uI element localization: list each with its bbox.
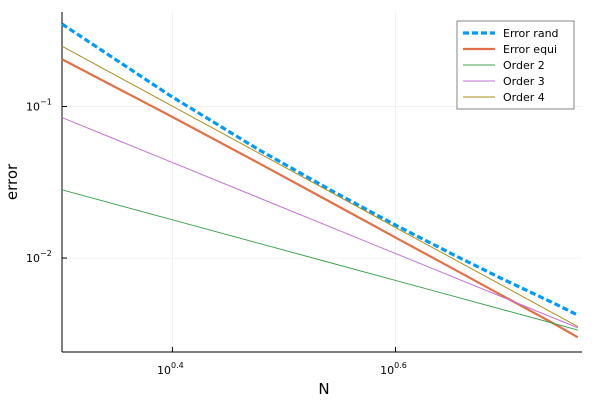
series-line-2 [61,58,579,339]
y-ticks: 10−2 10−1 [26,97,67,265]
legend-label: Order 2 [503,59,545,72]
x-tick-label: 100.6 [380,361,407,377]
y-axis-title: error [3,163,21,200]
series-line-4 [61,117,579,329]
x-ticks: 100.4 100.6 [157,347,407,377]
legend: Error rand Error equi Order 2 Order 3 Order … [456,20,575,110]
legend-label: Error equi [503,43,557,56]
legend-label: Error rand [503,27,559,40]
axes [61,12,582,353]
series-line-3 [61,189,578,331]
x-axis-title: N [318,380,329,398]
series-line-1 [61,22,579,317]
y-tick-label: 10−1 [26,97,52,113]
y-tick-label: 10−2 [26,249,52,265]
legend-label: Order 4 [503,91,545,104]
legend-label: Order 3 [503,75,545,88]
legend-box [456,20,575,110]
series-line-5 [61,45,579,328]
series-lines [61,22,579,339]
x-tick-label: 100.4 [157,361,184,377]
